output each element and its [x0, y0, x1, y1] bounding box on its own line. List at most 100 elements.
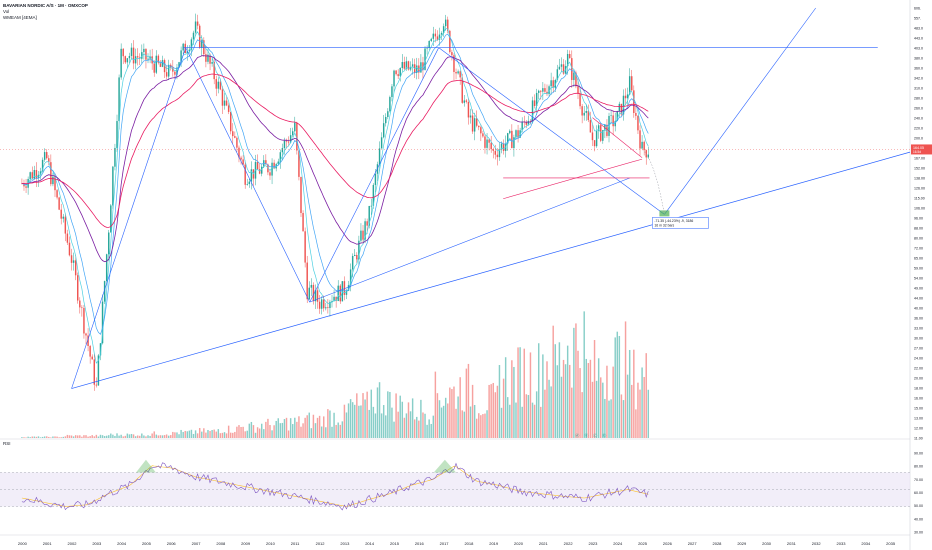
candle-body: [296, 122, 298, 151]
volume-bar: [298, 416, 300, 438]
candle-body: [339, 285, 341, 302]
x-tick-label: 2025: [638, 541, 648, 546]
candle-body: [64, 216, 67, 234]
volume-bar: [62, 436, 64, 438]
rsi-tick-label: 30.00: [914, 531, 923, 535]
volume-bar: [323, 416, 325, 438]
candle-body: [647, 154, 650, 158]
volume-bar: [558, 342, 561, 438]
volume-bar: [525, 394, 528, 438]
y-tick-label: 380.0: [914, 57, 923, 61]
candle-body: [180, 50, 182, 63]
candle-body: [283, 140, 286, 149]
volume-bar: [569, 364, 571, 438]
rsi-indicator-label: RSI: [3, 441, 11, 446]
volume-bar: [540, 406, 542, 438]
volume-bar: [475, 418, 478, 438]
candle-body: [323, 299, 325, 309]
candle-body: [569, 53, 571, 59]
candle-body: [397, 74, 399, 77]
candle-body: [521, 121, 523, 131]
candle-body: [529, 120, 532, 123]
candle-body: [190, 39, 193, 50]
volume-bar: [399, 395, 401, 438]
candle-body: [265, 160, 267, 165]
volume-bar: [527, 395, 530, 438]
volume-bar: [70, 435, 73, 438]
candle-body: [43, 152, 46, 160]
candle-body: [515, 130, 517, 138]
volume-bar: [349, 399, 352, 438]
candle-body: [48, 158, 50, 163]
volume-bar: [213, 429, 215, 438]
candle-body: [467, 101, 470, 118]
candle-body: [360, 230, 362, 241]
y-tick-label: 557.: [914, 17, 921, 21]
volume-bar: [593, 340, 596, 438]
candle-body: [473, 118, 476, 132]
candle-body: [331, 300, 333, 302]
candle-body: [436, 36, 439, 40]
volume-bar: [118, 435, 120, 438]
volume-bar: [581, 392, 583, 438]
volume-bar: [176, 432, 178, 438]
volume-bar: [130, 433, 133, 438]
candle-body: [349, 269, 352, 286]
candle-body: [538, 90, 540, 93]
candle-body: [380, 137, 383, 149]
volume-bar: [387, 391, 389, 438]
candle-body: [318, 301, 321, 309]
volume-bar: [612, 366, 614, 438]
rsi-tick-label: 60.00: [914, 491, 923, 495]
volume-bar: [351, 402, 354, 438]
candle-body: [366, 221, 368, 226]
candle-body: [455, 72, 457, 74]
candle-body: [242, 159, 244, 165]
candle-body: [149, 56, 151, 59]
measure-label: -71.35 (-44.23%) -9, 3186: [654, 219, 693, 223]
last-price-box: [911, 144, 932, 155]
volume-bar: [575, 323, 577, 438]
y-tick-label: 126.00: [914, 187, 925, 191]
y-tick-label: 443.0: [914, 37, 923, 41]
candle-body: [56, 190, 58, 198]
candle-body: [269, 172, 271, 176]
volume-bar: [602, 382, 604, 438]
candle-body: [502, 143, 505, 151]
volume-bar: [397, 411, 399, 438]
candle-body: [229, 111, 232, 132]
volume-bar: [444, 397, 447, 438]
candle-body: [453, 55, 455, 73]
volume-bar: [457, 396, 459, 438]
candle-body: [227, 105, 230, 112]
candle-body: [511, 130, 513, 149]
volume-bar: [81, 436, 83, 438]
candle-body: [482, 133, 484, 137]
y-tick-label: 310.0: [914, 87, 923, 91]
volume-bar: [424, 413, 426, 438]
rsi-tick-label: 90.00: [914, 452, 923, 456]
candle-body: [486, 139, 488, 148]
volume-bar: [72, 436, 75, 438]
volume-bar: [504, 357, 507, 438]
volume-bar: [494, 392, 497, 438]
candle-body: [97, 355, 100, 386]
volume-bar: [141, 433, 143, 438]
candle-body: [62, 216, 64, 219]
candle-body: [440, 32, 443, 35]
candle-body: [459, 71, 461, 78]
volume-bar: [308, 412, 310, 438]
candle-body: [533, 100, 536, 107]
rsi-tick-label: 40.00: [914, 517, 923, 521]
volume-bar: [564, 364, 567, 438]
volume-bar: [23, 437, 25, 438]
volume-bar: [546, 361, 548, 438]
volume-bar: [327, 409, 329, 438]
candle-body: [382, 123, 385, 138]
volume-bar: [329, 410, 331, 438]
volume-bar: [196, 433, 199, 438]
candle-body: [157, 55, 160, 63]
candle-body: [335, 296, 337, 302]
candle-body: [457, 71, 459, 74]
